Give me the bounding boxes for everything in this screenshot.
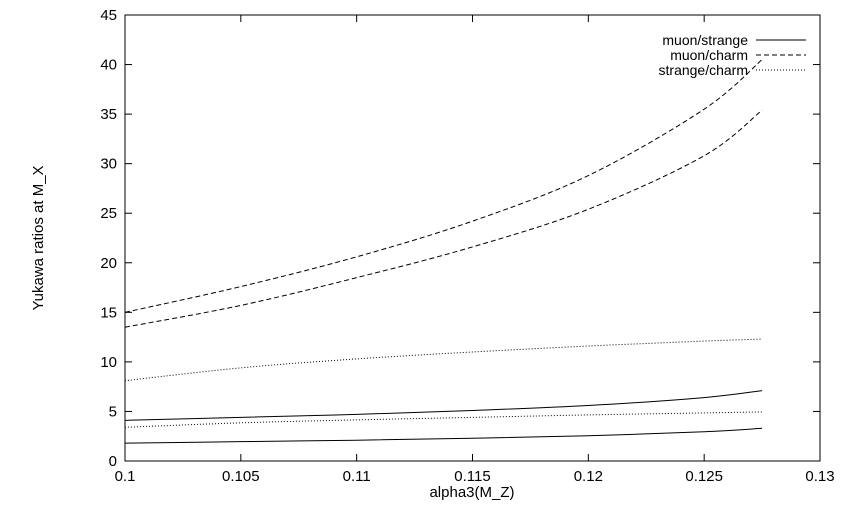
axis-ticks — [124, 14, 821, 462]
series-line-muon-strange-upper — [124, 390, 763, 421]
y-tick-label: 10 — [100, 354, 117, 371]
x-tick-label: 0.11 — [343, 468, 371, 485]
x-tick-label: 0.12 — [574, 468, 603, 485]
legend-label-muon-charm: muon/charm — [670, 47, 748, 63]
series-line-muon-charm-upper — [124, 59, 763, 313]
series-line-strange-charm-lower — [124, 411, 763, 428]
series-curves — [124, 59, 763, 444]
x-axis-label: alpha3(M_Z) — [429, 484, 514, 501]
y-tick-label: 40 — [100, 57, 117, 74]
series-line-strange-charm-upper — [124, 338, 763, 382]
y-tick-label: 25 — [100, 205, 117, 222]
x-tick-label: 0.13 — [805, 468, 834, 485]
y-tick-label: 0 — [109, 453, 117, 470]
legend-label-strange-charm: strange/charm — [659, 62, 748, 78]
legend-label-muon-strange: muon/strange — [662, 32, 748, 48]
x-tick-label: 0.1 — [115, 468, 136, 485]
y-axis-label: Yukawa ratios at M_X — [30, 165, 47, 310]
y-tick-label: 45 — [100, 7, 117, 24]
y-tick-label: 20 — [100, 255, 117, 272]
y-tick-label: 35 — [100, 106, 117, 123]
y-tick-label: 30 — [100, 156, 117, 173]
x-tick-label: 0.125 — [685, 468, 723, 485]
y-tick-label: 5 — [109, 403, 117, 420]
y-tick-label: 15 — [100, 304, 117, 321]
series-line-muon-strange-lower — [124, 427, 763, 444]
series-line-muon-charm-lower — [124, 109, 763, 328]
plot-frame — [124, 14, 821, 462]
x-tick-label: 0.115 — [454, 468, 490, 485]
x-tick-labels: 0.1 0.105 0.11 0.115 0.12 0.125 0.13 — [115, 468, 835, 485]
y-tick-labels: 0 5 10 15 20 25 30 35 40 45 — [100, 7, 117, 470]
x-tick-label: 0.105 — [222, 468, 260, 485]
